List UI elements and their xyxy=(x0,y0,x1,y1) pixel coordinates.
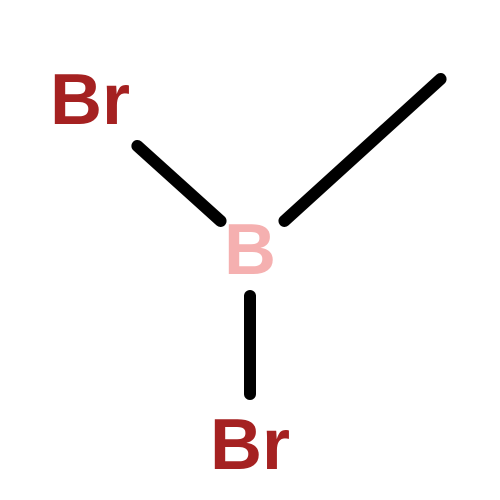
atom-bromine-1: Br xyxy=(50,59,130,141)
atom-boron: B xyxy=(224,209,276,291)
atom-label: Br xyxy=(210,405,290,485)
atom-bromine-2: Br xyxy=(210,404,290,486)
bond-b-br1 xyxy=(129,138,229,230)
bond-b-br2 xyxy=(244,290,256,400)
molecule-diagram: B Br Br xyxy=(0,0,500,500)
bond-b-c xyxy=(276,71,449,230)
atom-label: B xyxy=(224,210,276,290)
atom-label: Br xyxy=(50,60,130,140)
